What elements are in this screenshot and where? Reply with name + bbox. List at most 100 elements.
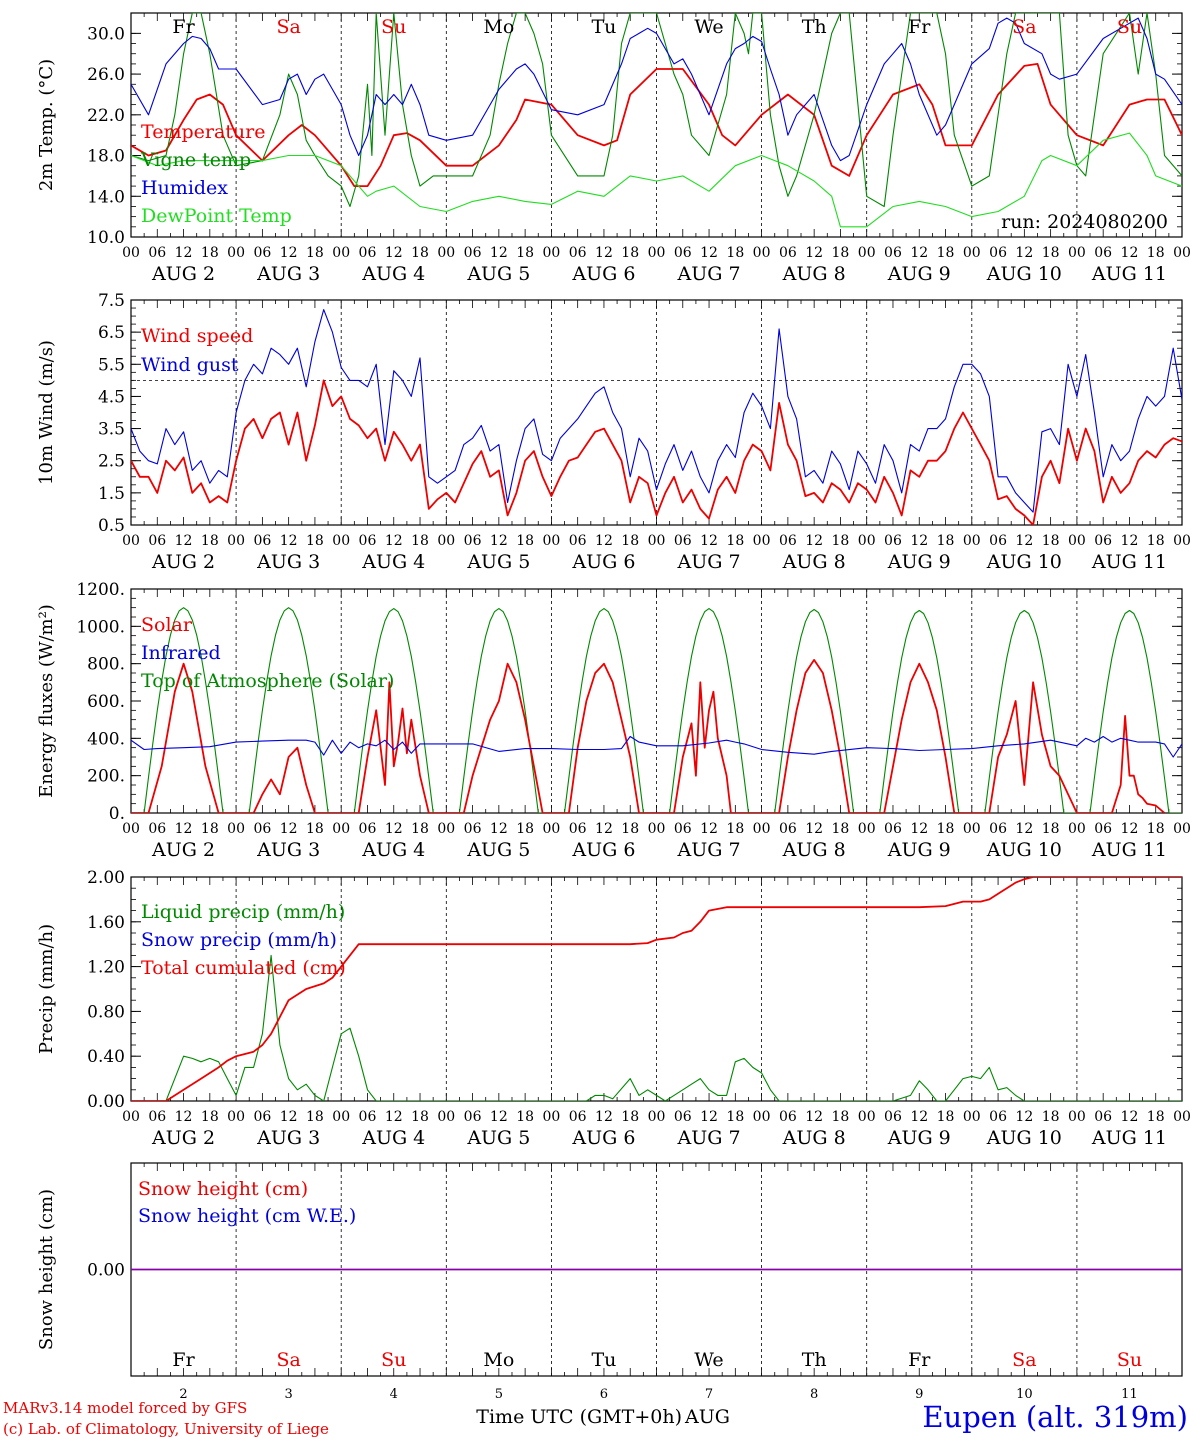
- y-tick-label: 600.: [87, 692, 125, 712]
- hour-tick-label: 00: [1173, 245, 1191, 261]
- hour-tick-label: 00: [858, 1109, 876, 1125]
- hour-tick-label: 12: [910, 1109, 928, 1125]
- model-credit: MARv3.14 model forced by GFS: [3, 1399, 247, 1417]
- hour-tick-label: 18: [621, 245, 639, 261]
- hour-tick-label: 00: [437, 533, 455, 549]
- day-number: 10: [1016, 1387, 1033, 1402]
- panel-2: 0.5 1.5 2.5 3.5 4.5 5.5 6.5 7.5 10m Wind (m/s) Wi…: [36, 291, 1191, 573]
- hour-tick-label: 12: [700, 533, 718, 549]
- hour-tick-label: 06: [989, 821, 1007, 837]
- series-line-temperature: [131, 63, 1182, 187]
- date-label: AUG 5: [466, 839, 530, 861]
- hour-tick-label: 00: [753, 533, 771, 549]
- hour-tick-label: 12: [595, 821, 613, 837]
- hour-tick-label: 06: [674, 821, 692, 837]
- hour-tick-label: 06: [989, 245, 1007, 261]
- legend-entry: Liquid precip (mm/h): [141, 901, 345, 923]
- hour-tick-label: 18: [201, 1109, 219, 1125]
- y-tick-label: 4.5: [98, 387, 125, 407]
- hour-tick-label: 00: [753, 1109, 771, 1125]
- hour-tick-label: 00: [963, 1109, 981, 1125]
- date-label: AUG 9: [887, 839, 951, 861]
- hour-tick-label: 06: [1094, 821, 1112, 837]
- hour-tick-label: 00: [648, 533, 666, 549]
- date-label: AUG 4: [361, 839, 425, 861]
- hour-tick-label: 12: [595, 1109, 613, 1125]
- day-name-bottom: We: [694, 1349, 723, 1371]
- hour-tick-label: 12: [1121, 533, 1139, 549]
- hour-tick-label: 00: [963, 245, 981, 261]
- date-label: AUG 10: [986, 263, 1062, 285]
- date-label: AUG 4: [361, 263, 425, 285]
- hour-tick-label: 18: [1042, 1109, 1060, 1125]
- month-label: AUG: [684, 1406, 730, 1428]
- date-label: AUG 3: [256, 263, 320, 285]
- day-name-bottom: Fr: [908, 1349, 931, 1371]
- hour-tick-label: 12: [280, 821, 298, 837]
- hour-tick-label: 06: [253, 245, 271, 261]
- hour-tick-label: 06: [359, 533, 377, 549]
- day-name-top: Fr: [908, 16, 931, 38]
- hour-tick-label: 12: [385, 821, 403, 837]
- hour-tick-label: 00: [122, 821, 140, 837]
- legend-entry: Solar: [141, 614, 193, 636]
- y-tick-label: 0.: [109, 804, 125, 824]
- hour-tick-label: 18: [1147, 821, 1165, 837]
- lab-credit: (c) Lab. of Climatology, University of L…: [3, 1420, 329, 1438]
- hour-tick-label: 06: [779, 245, 797, 261]
- hour-tick-label: 12: [910, 533, 928, 549]
- hour-tick-label: 18: [1042, 821, 1060, 837]
- y-tick-label: 10.0: [87, 228, 125, 248]
- hour-tick-label: 12: [805, 1109, 823, 1125]
- hour-tick-label: 00: [858, 821, 876, 837]
- date-label: AUG 2: [151, 551, 215, 573]
- day-number: 7: [705, 1387, 713, 1402]
- hour-tick-label: 18: [516, 1109, 534, 1125]
- hour-tick-label: 00: [227, 821, 245, 837]
- date-label: AUG 8: [782, 263, 846, 285]
- date-label: AUG 11: [1091, 1127, 1167, 1149]
- date-label: AUG 10: [986, 1127, 1062, 1149]
- day-name-bottom: Sa: [276, 1349, 300, 1371]
- panel-3: 0. 200. 400. 600. 800. 1000. 1200. Energy fluxe…: [36, 580, 1191, 861]
- y-tick-label: 0.40: [87, 1047, 125, 1067]
- y-tick-label: 5.5: [98, 355, 125, 375]
- hour-tick-label: 12: [280, 533, 298, 549]
- y-axis-label: Precip (mm/h): [36, 924, 57, 1054]
- hour-tick-label: 12: [175, 533, 193, 549]
- hour-tick-label: 00: [542, 533, 560, 549]
- y-axis-label: 10m Wind (m/s): [36, 340, 57, 485]
- series-line-humidex: [131, 17, 1182, 162]
- x-axis-label: Time UTC (GMT+0h): [476, 1406, 682, 1428]
- hour-tick-label: 12: [175, 245, 193, 261]
- hour-tick-label: 06: [359, 245, 377, 261]
- y-axis-label: Energy fluxes (W/m²): [36, 604, 57, 798]
- hour-tick-label: 12: [700, 245, 718, 261]
- hour-tick-label: 06: [569, 533, 587, 549]
- panel-4: 0.00 0.40 0.80 1.20 1.60 2.00 Precip (mm/h) Liq…: [36, 868, 1191, 1149]
- day-number: 9: [915, 1387, 923, 1402]
- date-label: AUG 5: [466, 1127, 530, 1149]
- panel-1: 10.0 14.0 18.0 22.0 26.0 30.0 2m Temp. (°C) Tem…: [36, 12, 1191, 285]
- hour-tick-label: 12: [910, 245, 928, 261]
- hour-tick-label: 06: [148, 245, 166, 261]
- hour-tick-label: 12: [1121, 245, 1139, 261]
- date-label: AUG 8: [782, 551, 846, 573]
- legend-entry: Wind gust: [141, 354, 239, 376]
- hour-tick-label: 00: [1068, 1109, 1086, 1125]
- day-name-top: Fr: [172, 16, 195, 38]
- date-label: AUG 9: [887, 551, 951, 573]
- hour-tick-label: 12: [1121, 1109, 1139, 1125]
- y-tick-label: 7.5: [98, 291, 125, 311]
- hour-tick-label: 00: [122, 245, 140, 261]
- y-tick-label: 1.60: [87, 913, 125, 933]
- hour-tick-label: 18: [937, 821, 955, 837]
- hour-tick-label: 18: [201, 245, 219, 261]
- y-tick-label: 200.: [87, 767, 125, 787]
- series-group: [131, 309, 1182, 525]
- hour-tick-label: 00: [1173, 1109, 1191, 1125]
- hour-tick-label: 06: [569, 1109, 587, 1125]
- legend-entry: Snow height (cm): [138, 1178, 308, 1200]
- hour-tick-label: 18: [1147, 1109, 1165, 1125]
